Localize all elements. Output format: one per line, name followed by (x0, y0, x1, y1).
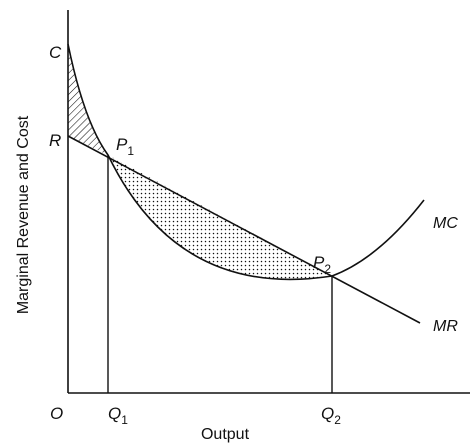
point-label-p1: P1 (116, 135, 134, 158)
mr-curve (67, 135, 421, 324)
mr-label: MR (433, 318, 458, 335)
mc-label: MC (433, 215, 458, 232)
y-axis-title: Marginal Revenue and Cost (15, 115, 32, 314)
mc-curve (67, 43, 425, 281)
x-axis-title: Output (201, 426, 250, 443)
point-label-c: C (49, 43, 62, 62)
point-label-r: R (49, 131, 61, 150)
hatched-loss-area (68, 44, 108, 155)
point-label-p2: P2 (313, 253, 331, 276)
origin-label: O (50, 404, 63, 423)
x-tick-q2: Q2 (321, 404, 341, 427)
x-tick-q1: Q1 (108, 404, 128, 427)
